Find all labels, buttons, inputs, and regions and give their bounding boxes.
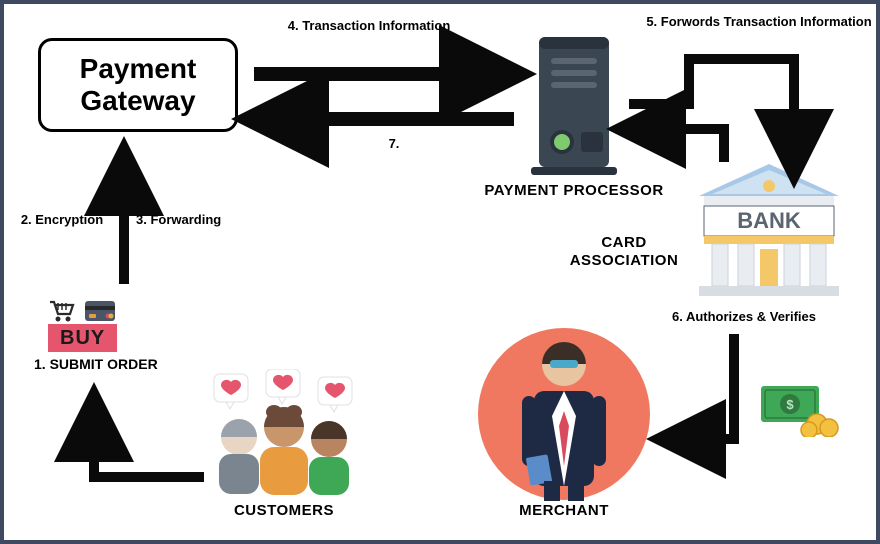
merchant-icon <box>474 316 654 501</box>
payment-processor-node <box>529 32 619 182</box>
buy-button: BUY <box>48 324 117 352</box>
step-2-label: 2. Encryption <box>16 212 108 227</box>
cart-icon <box>48 299 76 323</box>
customers-node <box>204 369 364 504</box>
card-association-label: CARD ASSOCIATION <box>559 234 689 270</box>
processor-label: PAYMENT PROCESSOR <box>479 182 669 199</box>
merchant-node <box>474 316 654 506</box>
customers-icon <box>204 369 364 499</box>
step-7-label: 7. <box>374 136 414 151</box>
bank-icon: BANK <box>694 164 844 299</box>
arrow-bank-to-merchant <box>664 329 774 459</box>
svg-text:BANK: BANK <box>737 208 801 233</box>
step-4-label: 4. Transaction Information <box>279 18 459 34</box>
arrow-customers-to-buy <box>64 402 214 492</box>
server-icon <box>529 32 619 177</box>
arrow-gateway-to-processor <box>249 59 529 89</box>
svg-text:$: $ <box>786 397 794 412</box>
payment-gateway-node: Payment Gateway <box>38 38 238 132</box>
gateway-title-1: Payment <box>65 53 211 85</box>
step-1-label: 1. SUBMIT ORDER <box>34 356 158 372</box>
card-association-node: BANK <box>694 164 844 304</box>
step-3-label: 3. Forwarding <box>136 212 236 227</box>
credit-card-icon <box>84 299 116 323</box>
step-5-label: 5. Forwords Transaction Information <box>644 14 874 30</box>
submit-order-node: BUY 1. SUBMIT ORDER <box>34 299 158 372</box>
arrow-processor-to-gateway <box>249 104 529 134</box>
merchant-label: MERCHANT <box>474 502 654 519</box>
gateway-title-2: Gateway <box>65 85 211 117</box>
arrow-processor-bank-loop <box>624 44 824 184</box>
customers-label: CUSTOMERS <box>204 502 364 519</box>
step-6-label: 6. Authorizes & Verifies <box>644 309 844 324</box>
